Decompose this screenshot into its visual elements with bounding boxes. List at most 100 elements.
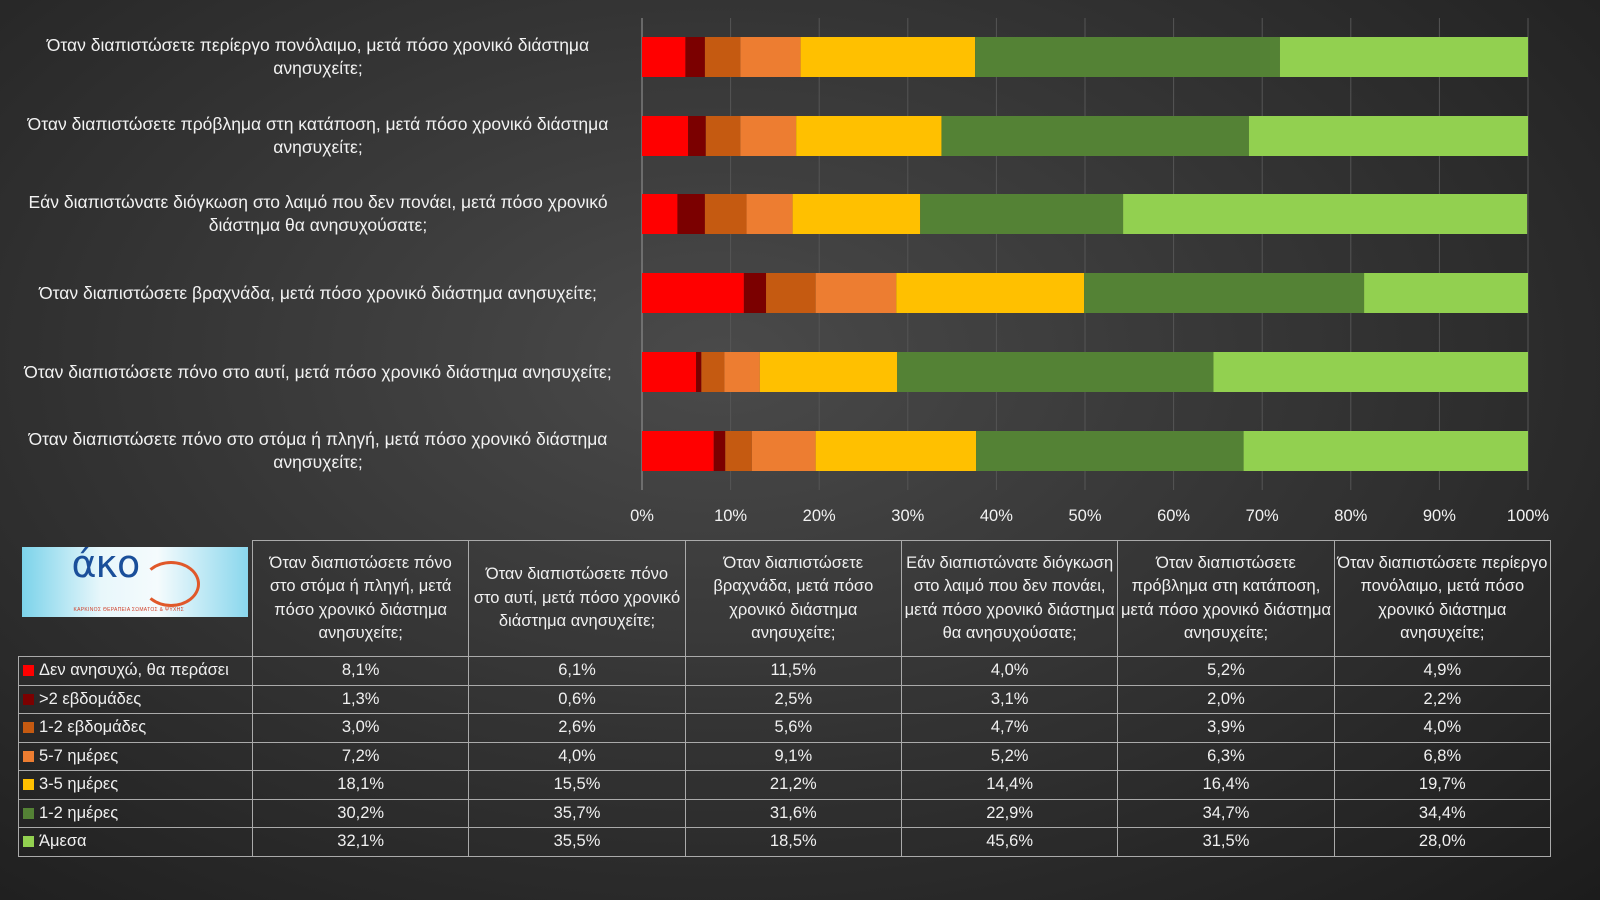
legend-label: 5-7 ημέρες [39, 746, 119, 765]
legend-entry: 5-7 ημέρες [18, 741, 253, 771]
table-cell: 0,6% [468, 684, 686, 714]
category-label: Όταν διαπιστώσετε βραχνάδα, μετά πόσο χρ… [39, 282, 597, 303]
legend-swatch [23, 722, 34, 734]
table-cell: 32,1% [251, 827, 470, 857]
category-label: Όταν διαπιστώσετε πρόβλημα στη κατάποση,… [27, 114, 609, 157]
table-cell: 2,0% [1117, 684, 1335, 714]
legend-swatch [23, 836, 34, 848]
table-cell: 2,6% [468, 713, 686, 743]
table-cell: 22,9% [900, 798, 1119, 828]
table-cell: 30,2% [251, 798, 470, 828]
table-cell: 31,6% [684, 798, 902, 828]
bar-segment [642, 352, 697, 392]
table-cell: 16,4% [1117, 770, 1335, 800]
bar-segment [677, 194, 705, 234]
bar-segment [897, 352, 1214, 392]
table-row: 5-7 ημέρες 7,2% 4,0% 9,1% 5,2% 6,3% 6,8% [18, 741, 1552, 771]
column-header: Όταν διαπιστώσετε βραχνάδα, μετά πόσο χρ… [684, 540, 902, 657]
table-cell: 35,7% [468, 798, 686, 828]
category-label: Εάν διαπιστώνατε διόγκωση στο λαιμό που … [28, 192, 608, 235]
bar-segment [743, 273, 767, 313]
bar-segment [1279, 37, 1528, 77]
table-cell: 4,7% [900, 713, 1119, 743]
column-header: Εάν διαπιστώνατε διόγκωση στο λαιμό που … [900, 540, 1119, 657]
table-cell: 4,0% [468, 741, 686, 771]
data-table: άκο ΚΑΡΚΙΝΟΣ ΘΕΡΑΠΕΙΑ ΣΩΜΑΤΟΣ & ΨΥΧΗΣ Ότα… [18, 540, 1552, 857]
column-header: Όταν διαπιστώσετε πόνο στο αυτί, μετά πό… [468, 540, 686, 657]
table-cell: 14,4% [900, 770, 1119, 800]
legend-label: 1-2 εβδομάδες [39, 718, 147, 737]
table-cell: 35,5% [468, 827, 686, 857]
table-cell: 3,1% [900, 684, 1119, 714]
table-cell: 5,2% [1117, 656, 1335, 686]
table-row: Άμεσα 32,1% 35,5% 18,5% 45,6% 31,5% 28,0% [18, 827, 1552, 857]
x-tick-label: 60% [1157, 507, 1191, 525]
legend-entry: >2 εβδομάδες [18, 684, 253, 714]
legend-label: Δεν ανησυχώ, θα περάσει [39, 661, 229, 680]
x-tick-label: 20% [802, 507, 836, 525]
bar-segment [941, 116, 1249, 156]
table-cell: 19,7% [1333, 770, 1552, 800]
column-header: Όταν διαπιστώσετε πόνο στο στόμα ή πληγή… [251, 540, 470, 657]
table-cell: 6,3% [1117, 741, 1335, 771]
table-cell: 2,2% [1333, 684, 1552, 714]
legend-entry: 3-5 ημέρες [18, 770, 253, 800]
table-cell: 28,0% [1333, 827, 1552, 857]
bar-segment [1123, 194, 1528, 234]
category-label: Όταν διαπιστώσετε πόνο στο στόμα ή πληγή… [28, 429, 608, 472]
table-cell: 15,5% [468, 770, 686, 800]
bar-segment [685, 37, 705, 77]
table-cell: 3,9% [1117, 713, 1335, 743]
legend-label: 1-2 ημέρες [39, 803, 119, 822]
table-cell: 7,2% [251, 741, 470, 771]
x-tick-label: 40% [979, 507, 1013, 525]
legend-label: 3-5 ημέρες [39, 775, 119, 794]
bar-segment [975, 37, 1280, 77]
table-cell: 9,1% [684, 741, 902, 771]
bar-segment [1364, 273, 1528, 313]
table-cell: 21,2% [684, 770, 902, 800]
legend-label: >2 εβδομάδες [39, 689, 142, 708]
table-row: 1-2 εβδομάδες 3,0% 2,6% 5,6% 4,7% 3,9% 4,0% [18, 713, 1552, 743]
bar-segment [1248, 116, 1528, 156]
table-cell: 34,4% [1333, 798, 1552, 828]
bar-segment [1084, 273, 1365, 313]
table-cell: 18,5% [684, 827, 902, 857]
table-cell: 31,5% [1117, 827, 1335, 857]
table-cell: 45,6% [900, 827, 1119, 857]
table-cell: 6,8% [1333, 741, 1552, 771]
table-cell: 6,1% [468, 656, 686, 686]
bar-segment [642, 37, 686, 77]
bar-segment [704, 194, 747, 234]
column-header: Όταν διαπιστώσετε περίεργο πονόλαιμο, με… [1333, 540, 1552, 657]
x-tick-label: 10% [714, 507, 748, 525]
bar-segment [705, 116, 741, 156]
table-cell: 5,6% [684, 713, 902, 743]
bar-segment [1213, 352, 1528, 392]
stacked-bar-chart [641, 18, 1529, 490]
legend-entry: Άμεσα [18, 827, 253, 857]
legend-swatch [23, 750, 34, 762]
bar-segment [920, 194, 1124, 234]
table-cell: 8,1% [251, 656, 470, 686]
legend-entry: Δεν ανησυχώ, θα περάσει [18, 656, 253, 686]
table-row: 1-2 ημέρες 30,2% 35,7% 31,6% 22,9% 34,7% 34,4% [18, 798, 1552, 828]
legend-swatch [23, 807, 34, 819]
bar-segment [800, 37, 976, 77]
table-cell: 4,9% [1333, 656, 1552, 686]
bar-segment [896, 273, 1085, 313]
bar-segment [792, 194, 921, 234]
x-tick-label: 0% [630, 507, 654, 525]
akos-logo: άκο ΚΑΡΚΙΝΟΣ ΘΕΡΑΠΕΙΑ ΣΩΜΑΤΟΣ & ΨΥΧΗΣ [21, 546, 248, 617]
table-cell: 4,0% [1333, 713, 1552, 743]
table-row: Δεν ανησυχώ, θα περάσει 8,1% 6,1% 11,5% 4,0%… [18, 656, 1552, 686]
bar-segment [725, 431, 752, 471]
table-cell: 4,0% [900, 656, 1119, 686]
x-tick-label: 90% [1422, 507, 1456, 525]
legend-label: Άμεσα [39, 832, 87, 851]
logo-cell: άκο ΚΑΡΚΙΝΟΣ ΘΕΡΑΠΕΙΑ ΣΩΜΑΤΟΣ & ΨΥΧΗΣ [19, 541, 253, 657]
bar-segment [740, 116, 797, 156]
table-cell: 5,2% [900, 741, 1119, 771]
bar-segment [724, 352, 760, 392]
table-cell: 11,5% [684, 656, 902, 686]
